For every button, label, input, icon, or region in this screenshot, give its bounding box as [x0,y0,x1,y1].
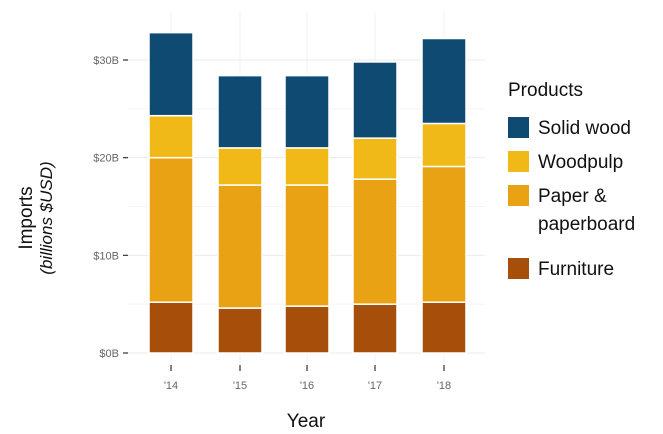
bar-segment [148,156,194,303]
bar-segment [421,37,467,125]
bar-segment [352,61,398,139]
bar-segment [217,184,263,309]
bar-segment [284,305,330,354]
y-axis-ticks: $0B $10B $20B $30B [93,55,128,360]
bar-segment [148,31,194,117]
bar-segment [352,137,398,180]
x-tick-label: '16 [300,380,314,392]
bar-segment [421,122,467,168]
y-tick-label: $10B [93,250,119,262]
legend-label: Solid wood [538,118,631,139]
bar-segment [217,307,263,354]
bar-segment [421,301,467,354]
legend-swatch [508,151,529,172]
bar-segment [148,301,194,354]
x-axis-title: Year [287,411,326,432]
y-tick-label: $20B [93,153,119,165]
x-axis-ticks: '14 '15 '16 '17 '18 [164,365,451,392]
legend-swatch [508,117,529,138]
x-tick-label: '15 [233,380,247,392]
bar-segment [217,147,263,186]
legend-swatch [508,185,529,206]
x-tick-label: '18 [437,380,451,392]
y-tick-label: $0B [99,348,119,360]
y-axis-subtitle: (billions $USD) [37,161,56,274]
x-tick-label: '14 [164,380,178,392]
x-tick-label: '17 [368,380,382,392]
bar-segment [284,184,330,307]
legend-title: Products [508,80,583,101]
legend-label: Furniture [538,259,614,280]
y-axis-title: Imports [16,186,37,249]
bar-segment [148,114,194,159]
bar-segment [352,178,398,305]
bars [148,31,467,354]
bar-segment [421,165,467,303]
legend-label: Woodpulp [538,152,623,173]
y-axis-title-group: Imports (billions $USD) [16,161,56,274]
legend-swatch [508,258,529,279]
bar-segment [217,74,263,149]
bar-segment [352,303,398,354]
bar-segment [284,147,330,186]
legend-label: Paper & [538,186,607,207]
y-tick-label: $30B [93,55,119,67]
bar-segment [284,74,330,149]
legend-label: paperboard [538,214,635,235]
legend: Solid wood Woodpulp Paper & paperboard Furni… [508,117,635,280]
